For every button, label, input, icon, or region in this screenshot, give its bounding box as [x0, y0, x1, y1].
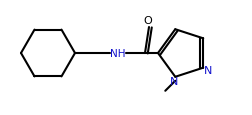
- Text: NH: NH: [110, 49, 125, 59]
- Text: O: O: [143, 16, 152, 26]
- Text: N: N: [169, 76, 178, 86]
- Text: N: N: [203, 65, 212, 75]
